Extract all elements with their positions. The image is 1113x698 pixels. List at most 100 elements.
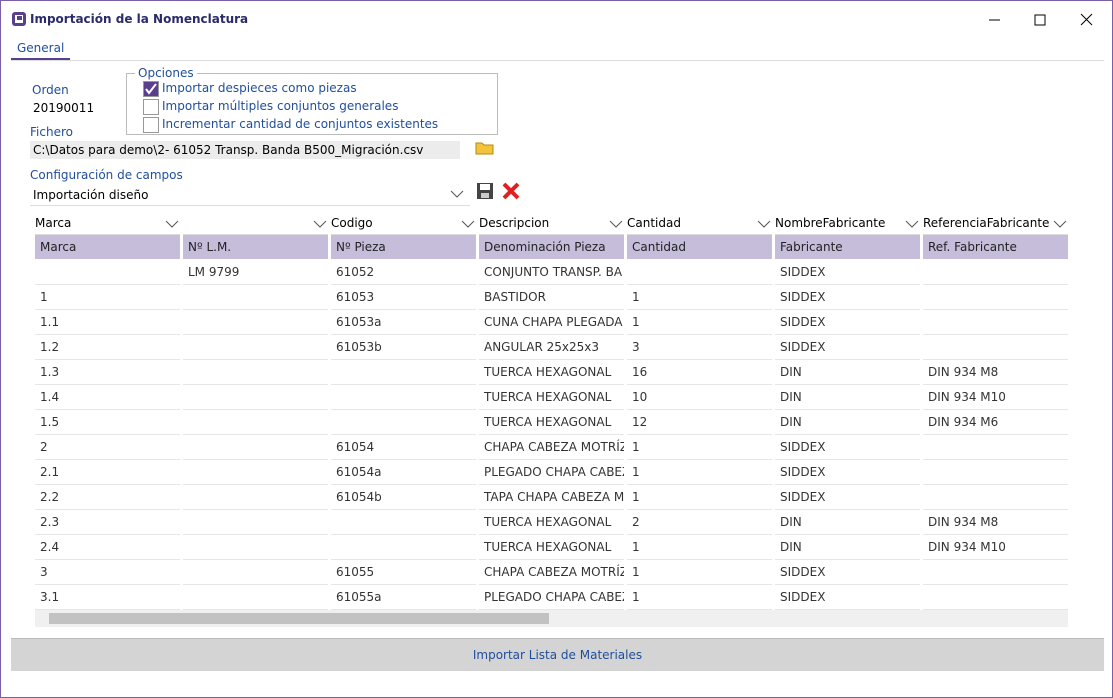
configuracion-label: Configuración de campos [30,168,183,182]
arrow [461,220,475,228]
mapping-arrow[interactable] [905,218,919,228]
column-mapping[interactable]: NombreFabricante [775,212,920,235]
table-cell: CHAPA CABEZA MOTRÍZ [479,560,624,585]
column-header: Marca [35,235,180,259]
fichero-value[interactable]: C:\Datos para demo\2- 61052 Transp. Band… [30,141,460,159]
checkbox-label[interactable]: Importar múltiples conjuntos generales [162,99,399,113]
title-bar: Importación de la Nomenclatura [1,1,1112,37]
table-cell: TUERCA HEXAGONAL [479,510,624,535]
save-icon[interactable] [476,182,494,200]
arrow [313,220,327,228]
checkbox[interactable] [143,117,159,133]
table-cell: 2.4 [35,535,180,560]
dropdown-arrow[interactable] [450,189,464,199]
table-cell: 61054 [331,435,476,460]
table-cell: DIN 934 M6 [923,410,1068,435]
h-scrollbar[interactable] [35,610,1068,627]
table-cell: CONJUNTO TRANSP. BA [479,260,624,285]
mapping-arrow[interactable] [1053,218,1067,228]
mapping-arrow[interactable] [313,218,327,228]
column-header: Nº L.M. [183,235,328,259]
table-cell: 61053 [331,285,476,310]
table-cell [923,460,1068,485]
table-cell: 61053a [331,310,476,335]
table-cell [923,585,1068,610]
arrow [165,220,179,228]
table-cell: BASTIDOR [479,285,624,310]
table-cell: SIDDEX [775,460,920,485]
table-cell: DIN [775,410,920,435]
table-cell: 61055 [331,560,476,585]
arrow [609,220,623,228]
table-cell [331,510,476,535]
table-cell: 10 [627,385,772,410]
table-cell: CHAPA CABEZA MOTRÍZ [479,435,624,460]
table-cell [923,285,1068,310]
table-cell: TUERCA HEXAGONAL [479,385,624,410]
checkbox[interactable] [143,81,159,97]
table-cell: SIDDEX [775,485,920,510]
opciones-label: Opciones [135,66,197,80]
folder-icon[interactable] [475,140,495,156]
column-header: Fabricante [775,235,920,259]
table-cell: TUERCA HEXAGONAL [479,535,624,560]
table-cell [183,485,328,510]
column-header: Cantidad [627,235,772,259]
table-cell: 1 [627,435,772,460]
table-cell [923,435,1068,460]
column-mapping[interactable]: Cantidad [627,212,772,235]
table-cell [183,510,328,535]
scroll-thumb[interactable] [49,613,549,624]
fichero-label: Fichero [30,125,73,139]
table-cell: 2 [627,510,772,535]
table-cell: 2 [35,435,180,460]
table-cell [331,360,476,385]
table-cell [183,435,328,460]
checkbox[interactable] [143,99,159,115]
mapping-arrow[interactable] [757,218,771,228]
table-cell [923,260,1068,285]
column-mapping[interactable]: Descripcion [479,212,624,235]
table-cell [183,285,328,310]
column-mapping[interactable]: Marca [35,212,180,235]
tab-line [11,60,1104,61]
table-cell: 1.1 [35,310,180,335]
table-cell: ANGULAR 25x25x3 [479,335,624,360]
table-cell: 1.5 [35,410,180,435]
table-cell: 3 [627,335,772,360]
app-icon [12,12,26,26]
table-cell [183,385,328,410]
table-cell: 1.4 [35,385,180,410]
column-mapping[interactable]: ReferenciaFabricante [923,212,1068,235]
mapping-arrow[interactable] [165,218,179,228]
checkbox-label[interactable]: Incrementar cantidad de conjuntos existe… [162,117,439,131]
table-cell: 61054b [331,485,476,510]
table-cell: 2.2 [35,485,180,510]
table-cell: 1 [627,560,772,585]
table-cell: 1 [627,585,772,610]
mapping-arrow[interactable] [461,218,475,228]
table-cell [331,410,476,435]
table-cell [183,535,328,560]
configuracion-value[interactable]: Importación diseño [30,185,470,206]
table-cell: DIN [775,535,920,560]
arrow [757,220,771,228]
table-cell: PLEGADO CHAPA CABEZ [479,585,624,610]
table-cell: CUNA CHAPA PLEGADA [479,310,624,335]
column-mapping[interactable]: Codigo [331,212,476,235]
table-cell: 61053b [331,335,476,360]
import-button[interactable]: Importar Lista de Materiales [11,638,1104,671]
table-cell: 3 [35,560,180,585]
window-controls[interactable] [969,1,1112,37]
table-cell [923,310,1068,335]
delete-icon[interactable] [502,182,520,200]
column-mapping[interactable] [183,212,328,235]
mapping-arrow[interactable] [609,218,623,228]
table-cell [183,585,328,610]
tab[interactable]: General [11,39,71,60]
checkbox-label[interactable]: Importar despieces como piezas [162,81,357,95]
table-cell: DIN 934 M8 [923,510,1068,535]
table-cell: SIDDEX [775,285,920,310]
table-cell: LM 9799 [183,260,328,285]
table-cell: 1 [35,285,180,310]
